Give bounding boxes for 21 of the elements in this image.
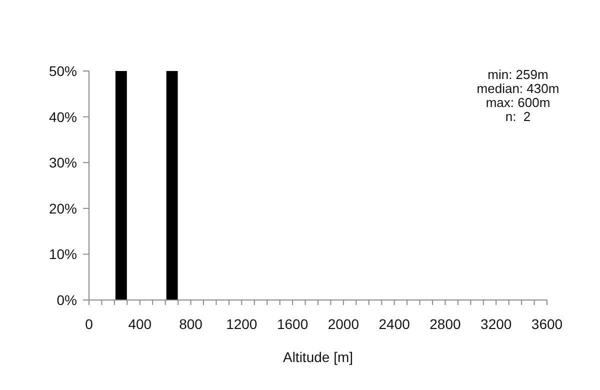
x-tick-label: 1200 bbox=[226, 316, 258, 332]
x-tick-label: 400 bbox=[128, 316, 152, 332]
x-tick-label: 3200 bbox=[480, 316, 512, 332]
x-tick-label: 2800 bbox=[430, 316, 462, 332]
y-tick-label: 50% bbox=[48, 62, 77, 79]
y-tick-label: 20% bbox=[48, 200, 77, 216]
x-tick-label: 2400 bbox=[378, 316, 410, 332]
x-tick-label: 2000 bbox=[328, 316, 360, 332]
annotation: min: 259m bbox=[486, 67, 550, 82]
y-tick-label: 10% bbox=[48, 246, 77, 262]
x-tick-label: 1600 bbox=[276, 316, 308, 332]
y-tick-label: 40% bbox=[48, 108, 77, 125]
annotation: median: 430m bbox=[476, 81, 560, 96]
y-tick-label: 0% bbox=[56, 292, 77, 308]
annotation: n: 2 bbox=[504, 109, 532, 124]
annotation: max: 600m bbox=[484, 95, 552, 110]
x-tick-label: 3600 bbox=[531, 316, 563, 332]
x-tick-label: 0 bbox=[85, 316, 94, 332]
y-tick-label: 30% bbox=[48, 154, 77, 171]
x-axis-title: Altitude [m] bbox=[282, 349, 354, 365]
x-tick-label: 800 bbox=[179, 316, 203, 332]
